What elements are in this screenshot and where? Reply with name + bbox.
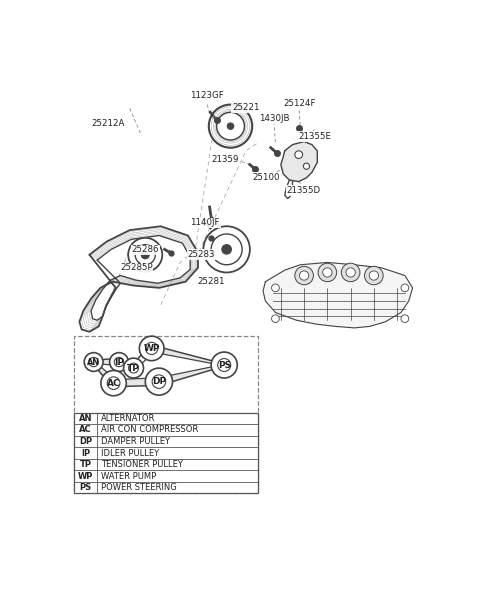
Polygon shape — [281, 141, 317, 181]
Text: PS: PS — [80, 483, 92, 492]
Text: AC: AC — [107, 379, 120, 387]
Circle shape — [365, 266, 383, 285]
Circle shape — [89, 357, 98, 367]
Circle shape — [318, 263, 336, 282]
Circle shape — [216, 113, 244, 140]
Circle shape — [295, 151, 302, 159]
Text: 25285P: 25285P — [120, 263, 153, 272]
Text: WATER PUMP: WATER PUMP — [101, 472, 156, 481]
Text: 25100: 25100 — [252, 173, 280, 181]
Circle shape — [145, 343, 158, 355]
Circle shape — [346, 268, 355, 277]
Circle shape — [222, 245, 231, 254]
Text: 1123GF: 1123GF — [190, 90, 224, 100]
Text: DP: DP — [152, 377, 166, 386]
Circle shape — [101, 370, 126, 395]
Text: TP: TP — [80, 460, 92, 469]
Text: IP: IP — [81, 448, 90, 458]
Polygon shape — [90, 345, 228, 387]
Circle shape — [211, 234, 242, 265]
Circle shape — [152, 375, 166, 389]
Circle shape — [135, 245, 156, 265]
Text: AN: AN — [79, 414, 92, 423]
Circle shape — [114, 357, 124, 367]
Circle shape — [211, 352, 237, 378]
Circle shape — [401, 284, 409, 292]
Text: PS: PS — [217, 360, 231, 370]
Text: 25212A: 25212A — [92, 119, 125, 128]
Circle shape — [228, 123, 234, 129]
Text: WP: WP — [144, 344, 160, 353]
FancyBboxPatch shape — [74, 336, 258, 493]
Circle shape — [401, 315, 409, 322]
Text: 25124F: 25124F — [284, 98, 316, 108]
Text: 25286: 25286 — [132, 245, 159, 255]
Text: 25281: 25281 — [197, 277, 225, 286]
Circle shape — [204, 226, 250, 272]
Circle shape — [142, 251, 149, 258]
Text: AN: AN — [87, 357, 100, 367]
Text: AC: AC — [79, 426, 92, 434]
Text: POWER STEERING: POWER STEERING — [101, 483, 177, 492]
Text: DAMPER PULLEY: DAMPER PULLEY — [101, 437, 170, 446]
Circle shape — [109, 352, 129, 371]
Circle shape — [300, 271, 309, 280]
Text: IP: IP — [114, 357, 124, 367]
Circle shape — [107, 377, 120, 389]
Text: 21359: 21359 — [212, 154, 239, 164]
Text: 25221: 25221 — [232, 103, 260, 113]
Circle shape — [295, 266, 313, 285]
Text: WP: WP — [78, 472, 93, 481]
Text: TP: TP — [127, 363, 140, 373]
Circle shape — [128, 238, 162, 272]
Text: DP: DP — [79, 437, 92, 446]
Circle shape — [209, 105, 252, 148]
Circle shape — [272, 315, 279, 322]
Circle shape — [303, 163, 310, 169]
Circle shape — [139, 336, 164, 360]
Polygon shape — [79, 226, 198, 331]
Text: 1140JF: 1140JF — [191, 218, 220, 228]
Text: TENSIONER PULLEY: TENSIONER PULLEY — [101, 460, 183, 469]
Circle shape — [123, 358, 144, 378]
Text: 21355D: 21355D — [287, 186, 321, 196]
Text: ALTERNATOR: ALTERNATOR — [101, 414, 156, 423]
Bar — [74, 413, 258, 493]
Circle shape — [369, 271, 379, 280]
Text: AIR CON COMPRESSOR: AIR CON COMPRESSOR — [101, 426, 198, 434]
Text: 25283: 25283 — [188, 250, 215, 259]
Circle shape — [129, 363, 139, 373]
Text: 21355E: 21355E — [299, 132, 331, 141]
Polygon shape — [263, 263, 413, 328]
Circle shape — [84, 352, 103, 371]
Text: IDLER PULLEY: IDLER PULLEY — [101, 448, 159, 458]
Text: 1430JB: 1430JB — [259, 114, 289, 123]
Circle shape — [145, 368, 172, 395]
Circle shape — [323, 268, 332, 277]
Circle shape — [341, 263, 360, 282]
Circle shape — [217, 359, 231, 371]
Circle shape — [272, 284, 279, 292]
